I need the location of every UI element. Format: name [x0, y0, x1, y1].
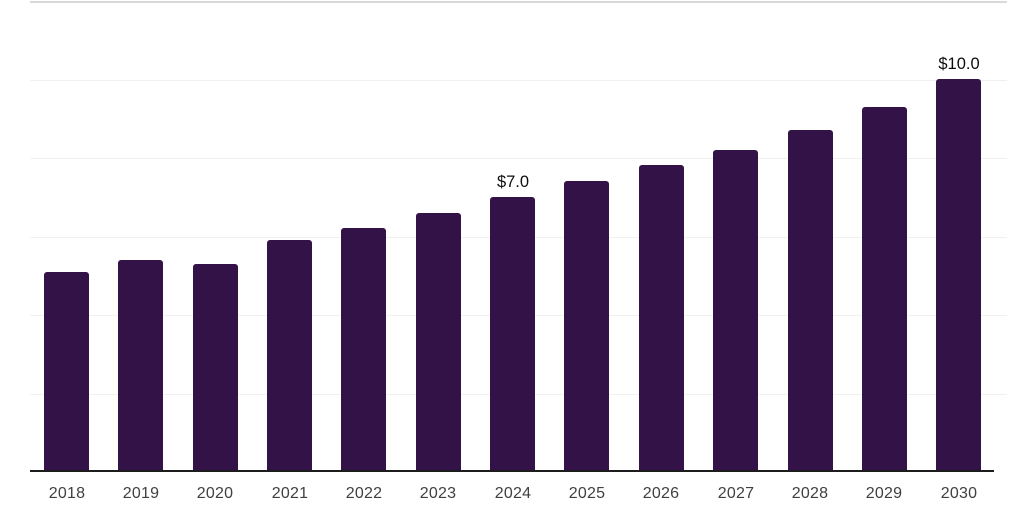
gridline-top: [30, 1, 1007, 3]
x-axis-label-2030: 2030: [940, 485, 978, 502]
gridline: [30, 158, 1007, 159]
bar-2019: [118, 260, 163, 472]
bar-2018: [44, 272, 89, 472]
bar-2028: [788, 130, 833, 472]
bar-2021: [267, 240, 312, 472]
x-axis-label-2022: 2022: [345, 485, 383, 502]
bar-2023: [416, 213, 461, 472]
bar-2027: [713, 150, 758, 472]
bar-2022: [341, 228, 386, 472]
bar-2030: [936, 79, 981, 472]
value-label-2030: $10.0: [938, 55, 980, 73]
x-axis-label-2027: 2027: [717, 485, 755, 502]
x-axis-label-2020: 2020: [196, 485, 234, 502]
x-axis-label-2024: 2024: [494, 485, 532, 502]
x-axis-label-2019: 2019: [122, 485, 160, 502]
gridline: [30, 80, 1007, 81]
bar-2026: [639, 165, 684, 472]
bar-2024: [490, 197, 535, 472]
bar-2020: [193, 264, 238, 472]
x-axis-line: [30, 470, 994, 472]
x-axis-label-2028: 2028: [791, 485, 829, 502]
x-axis-label-2021: 2021: [271, 485, 309, 502]
x-axis-label-2025: 2025: [568, 485, 606, 502]
x-axis-label-2018: 2018: [48, 485, 86, 502]
value-label-2024: $7.0: [496, 173, 530, 191]
x-axis-label-2023: 2023: [419, 485, 457, 502]
x-axis-label-2029: 2029: [865, 485, 903, 502]
bar-2025: [564, 181, 609, 472]
bar-2029: [862, 107, 907, 472]
x-axis-label-2026: 2026: [642, 485, 680, 502]
